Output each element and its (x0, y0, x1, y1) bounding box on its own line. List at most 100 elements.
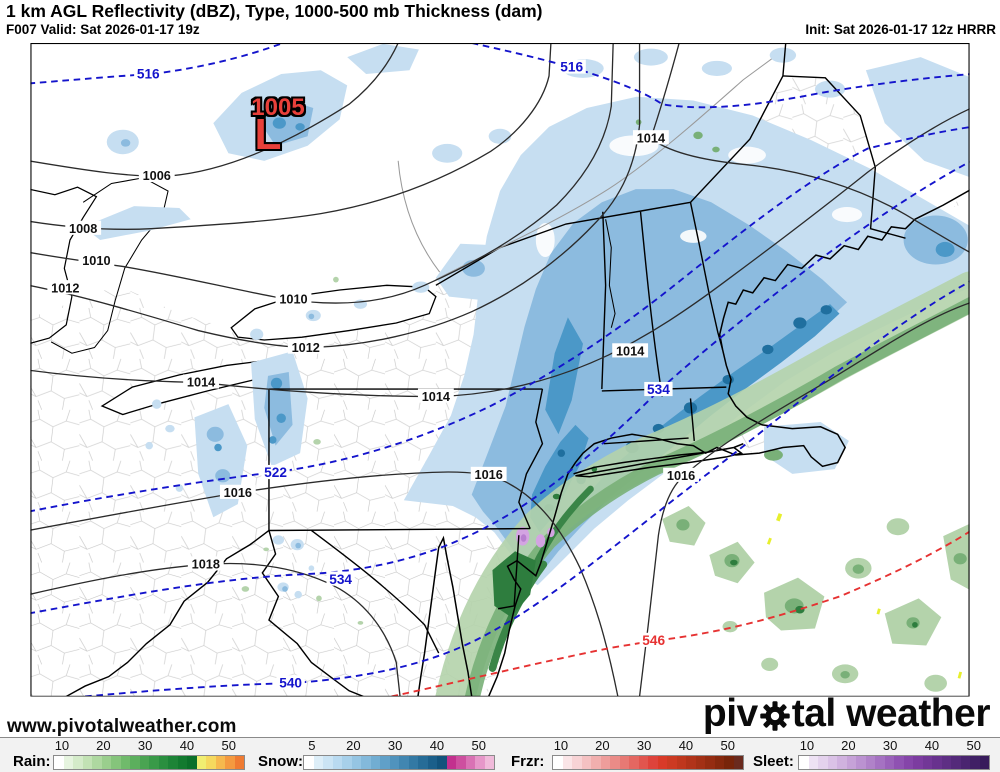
legend-color-cell (149, 756, 159, 769)
map-border (30, 42, 970, 697)
legend-color-cell (399, 756, 409, 769)
coastline (417, 189, 970, 697)
contour-label-chip (276, 675, 305, 690)
legend-tick-value: 50 (221, 738, 236, 753)
georgian-bay-shore (50, 177, 169, 354)
legend-color-cell (313, 756, 323, 769)
legend-color-cell (234, 756, 244, 769)
contour-label-546: 546 (642, 633, 665, 648)
legend-tick-value: 50 (720, 738, 735, 753)
legend-color-cell (818, 756, 828, 769)
contour-label-1016: 1016 (667, 468, 695, 483)
legend-color-cell (456, 756, 466, 769)
legend-tick-value: 30 (137, 738, 153, 753)
legend-color-cell (591, 756, 601, 769)
contour-label-1016: 1016 (475, 467, 503, 482)
thickness-contours (30, 42, 970, 697)
contour-label-chip (134, 66, 163, 81)
legend-color-cell (799, 756, 809, 769)
legend-color-cell (932, 756, 942, 769)
contour-label-1012: 1012 (292, 340, 320, 355)
legend-color-cell (676, 756, 686, 769)
legend-color-cell (139, 756, 149, 769)
legend-color-cell (361, 756, 371, 769)
contour-label-522: 522 (264, 465, 287, 480)
legend-color-cell (648, 756, 658, 769)
legend-color-cell (884, 756, 894, 769)
contour-label-chip (639, 632, 668, 647)
legend-tick-value: 10 (553, 738, 569, 753)
contour-label-1014: 1014 (637, 130, 665, 145)
contour-label-chip (632, 130, 669, 145)
legend-color-cell (92, 756, 102, 769)
low-pressure-symbol: L (254, 110, 282, 159)
legend-ticks: 10 20 30 40 50 (798, 738, 988, 753)
legend-color-cell (960, 756, 970, 769)
contour-label-chip (287, 339, 324, 354)
legend-color-cell (856, 756, 866, 769)
legend-color-cell (572, 756, 582, 769)
legend-color-cell (389, 756, 399, 769)
rain-reflectivity (241, 119, 970, 697)
logo-text-prefix: piv (702, 692, 758, 735)
legend-tick-value: 50 (471, 738, 486, 753)
legend-color-cell (427, 756, 437, 769)
init-time-label: Init: Sat 2026-01-17 12z HRRR (805, 22, 996, 37)
legend-tick-value: 40 (678, 738, 694, 753)
contour-label-chip (187, 556, 224, 571)
contour-label-1016: 1016 (224, 485, 252, 500)
contour-label-1014: 1014 (422, 389, 450, 404)
pivotal-weather-logo: piv tal weather (702, 692, 991, 736)
contour-label-1008: 1008 (69, 221, 97, 236)
legend-color-cell (941, 756, 951, 769)
legend-color-cell (101, 756, 111, 769)
legend-tick-value: 10 (54, 738, 70, 753)
legend-color-cell (837, 756, 847, 769)
legend-tick-value: 30 (882, 738, 898, 753)
legend-color-cell (168, 756, 178, 769)
legend-color-cell (657, 756, 667, 769)
contour-label-chip (557, 59, 586, 74)
legend-color-cell (196, 756, 206, 769)
contour-label-1012: 1012 (51, 280, 79, 295)
forecast-map: 516 516 522 534 534 540 546 1006 1008 1010 1010 101… (0, 42, 1000, 737)
legend-color-cell (370, 756, 380, 769)
watermark-url: www.pivotalweather.com (7, 716, 237, 737)
legend-color-cell (54, 756, 64, 769)
legend-color-cell (187, 756, 197, 769)
contour-label-1014: 1014 (187, 375, 215, 390)
legend-label: Frzr: (511, 753, 545, 770)
contour-label-chip (326, 571, 355, 586)
contour-label-chip (138, 167, 175, 183)
legend-label: Rain: (13, 753, 51, 770)
legend-color-cell (111, 756, 121, 769)
legend-color-cell (332, 756, 342, 769)
contour-label-chip (219, 484, 256, 499)
legend-color-cell (581, 756, 591, 769)
contour-label-chip (417, 388, 454, 403)
legend-color-cell (913, 756, 923, 769)
legend-color-cell (951, 756, 961, 769)
legend-color-cell (629, 756, 639, 769)
legend-color-cell (63, 756, 73, 769)
legend-color-cell (446, 756, 456, 769)
legend-color-cell (484, 756, 494, 769)
legend-color-cell (733, 756, 743, 769)
legend-color-cell (380, 756, 390, 769)
contour-label-chip (78, 252, 115, 267)
legend-color-cell (225, 756, 235, 769)
legend-tick-value: 50 (966, 738, 981, 753)
page-title: 1 km AGL Reflectivity (dBZ), Type, 1000-… (6, 1, 543, 21)
contour-label-chip (183, 374, 219, 389)
contour-label-chip (275, 291, 312, 306)
legend-color-cell (922, 756, 932, 769)
legend-colorbar (303, 755, 495, 770)
legend-tick-value: 30 (636, 738, 652, 753)
legend-tick-value: 30 (387, 738, 403, 753)
legend-color-cell (667, 756, 677, 769)
legend-color-cell (304, 756, 314, 769)
legend-color-cell (120, 756, 130, 769)
legend-tick-value: 40 (179, 738, 195, 753)
legend-tick-value: 40 (924, 738, 940, 753)
